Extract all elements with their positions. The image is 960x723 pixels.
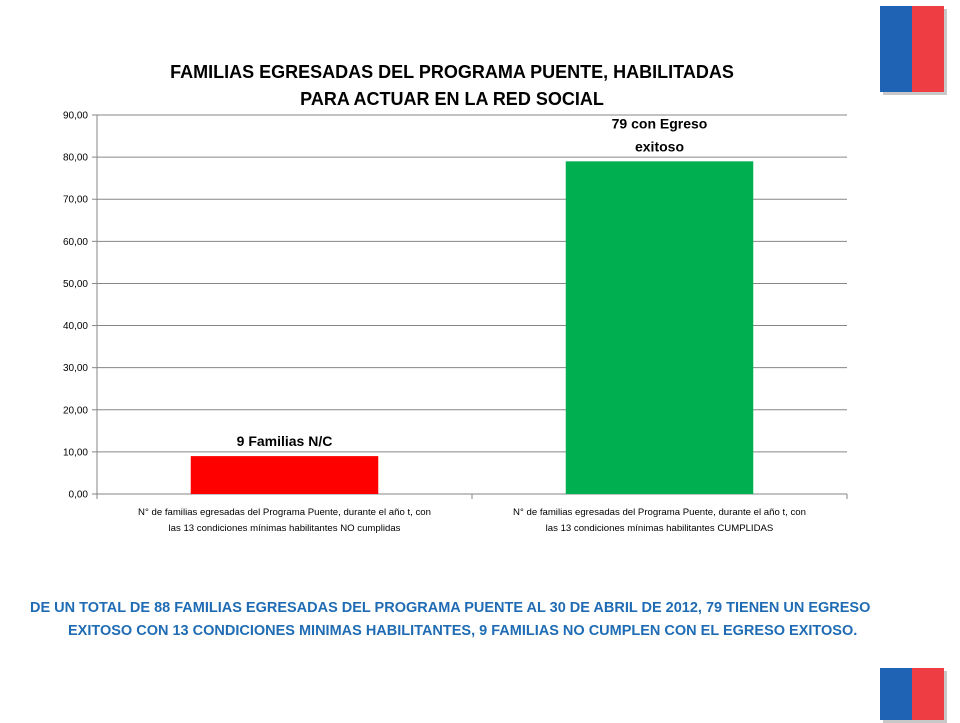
- y-tick-label: 0,00: [69, 490, 89, 501]
- bar-chart: FAMILIAS EGRESADAS DEL PROGRAMA PUENTE, …: [63, 62, 848, 534]
- y-tick-label: 50,00: [63, 279, 88, 290]
- y-tick-label: 30,00: [63, 363, 88, 374]
- data-label: 79 con Egreso: [612, 115, 708, 131]
- y-tick-label: 80,00: [63, 153, 88, 164]
- x-category-label: N° de familias egresadas del Programa Pu…: [513, 507, 806, 518]
- y-tick-label: 90,00: [63, 111, 88, 122]
- bar: [190, 456, 379, 494]
- y-tick-label: 10,00: [63, 447, 88, 458]
- summary-line-2: EXITOSO CON 13 CONDICIONES MINIMAS HABIL…: [68, 623, 858, 639]
- x-category-label: las 13 condiciones mínimas habilitantes …: [546, 523, 774, 534]
- data-label: 9 Familias N/C: [237, 433, 333, 449]
- chart-title-line: PARA ACTUAR EN LA RED SOCIAL: [300, 89, 604, 109]
- data-label: exitoso: [635, 138, 684, 154]
- summary-line-1: DE UN TOTAL DE 88 FAMILIAS EGRESADAS DEL…: [30, 600, 871, 616]
- flag-logo-bottom: [880, 668, 947, 723]
- flag-logo-top: [880, 6, 947, 95]
- y-tick-label: 40,00: [63, 321, 88, 332]
- summary-text: DE UN TOTAL DE 88 FAMILIAS EGRESADAS DEL…: [30, 597, 930, 643]
- bar: [565, 161, 754, 495]
- y-tick-label: 70,00: [63, 195, 88, 206]
- y-tick-label: 60,00: [63, 237, 88, 248]
- y-tick-label: 20,00: [63, 405, 88, 416]
- x-category-label: las 13 condiciones mínimas habilitantes …: [169, 523, 401, 534]
- chart-title-line: FAMILIAS EGRESADAS DEL PROGRAMA PUENTE, …: [170, 62, 734, 82]
- x-category-label: N° de familias egresadas del Programa Pu…: [138, 507, 431, 518]
